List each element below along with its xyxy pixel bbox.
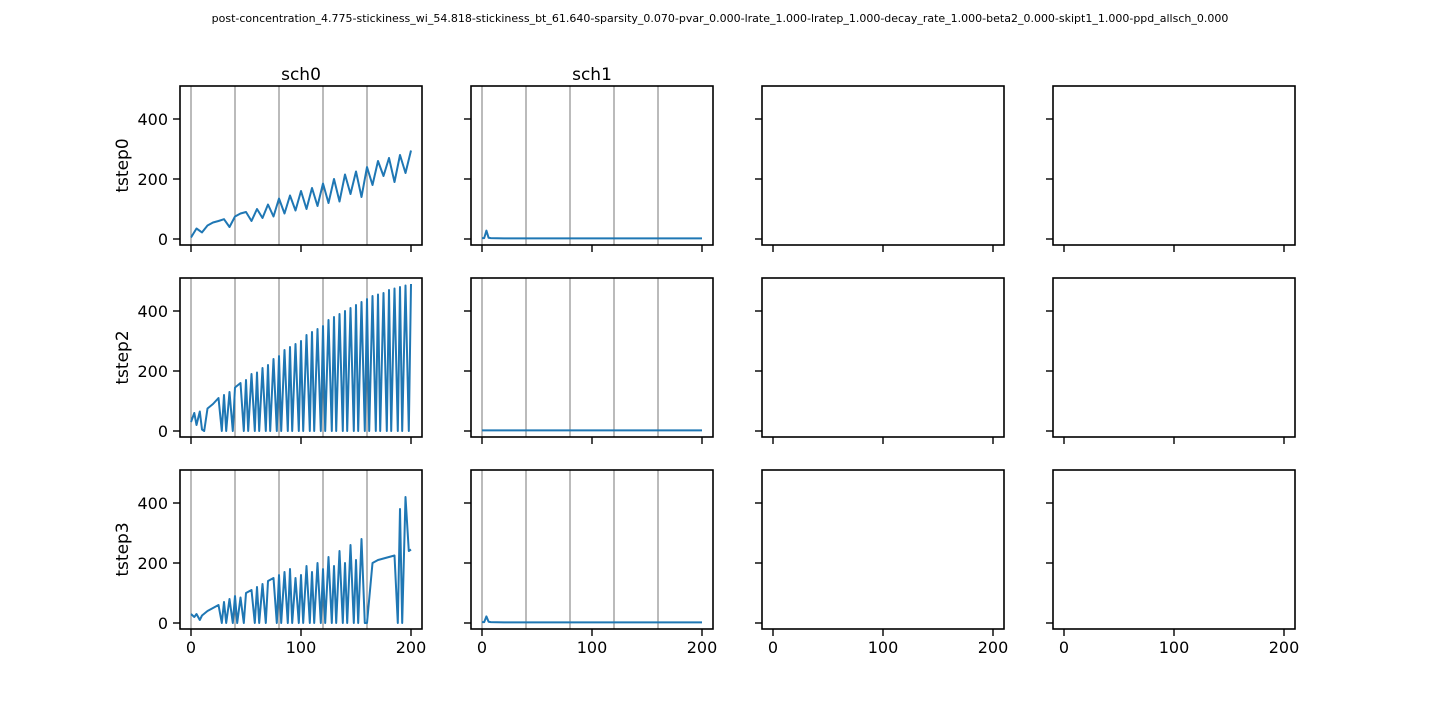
axes-frame	[1052, 85, 1296, 246]
column-title: sch0	[281, 65, 321, 85]
panel-tstep0-col1: sch1	[464, 65, 714, 252]
axes-frame	[761, 469, 1005, 630]
panel-tstep2-col3	[1046, 277, 1296, 444]
row-label: tstep3	[113, 522, 133, 576]
axes-frame	[1052, 469, 1296, 630]
column-title: sch1	[572, 65, 612, 85]
series-line	[482, 229, 702, 240]
y-tick-label: 0	[158, 614, 168, 633]
row-label: tstep2	[113, 330, 133, 384]
panel-tstep3-col3: 0 100 200	[1046, 469, 1300, 657]
panel-tstep2-col2	[755, 277, 1005, 444]
x-tick-label: 0	[768, 638, 778, 657]
series-line	[190, 150, 412, 239]
axes-frame	[470, 469, 714, 630]
panel-tstep2-col1	[464, 277, 714, 444]
y-tick-label: 400	[137, 302, 168, 321]
axes-frame	[470, 277, 714, 438]
y-tick-label: 200	[137, 170, 168, 189]
axes-frame	[470, 85, 714, 246]
x-tick-label: 100	[1159, 638, 1190, 657]
axes-frame	[761, 85, 1005, 246]
panel-tstep0-col3	[1046, 85, 1296, 252]
x-tick-label: 200	[978, 638, 1009, 657]
x-tick-label: 100	[577, 638, 608, 657]
x-tick-label: 0	[186, 638, 196, 657]
axes-frame	[1052, 277, 1296, 438]
y-tick-label: 400	[137, 110, 168, 129]
series-line	[190, 496, 412, 624]
panel-tstep3-col2: 0 100 200	[755, 469, 1009, 657]
panel-tstep0-col2	[755, 85, 1005, 252]
y-tick-label: 0	[158, 230, 168, 249]
x-tick-label: 100	[868, 638, 899, 657]
series-line	[482, 615, 702, 624]
x-tick-label: 100	[286, 638, 317, 657]
y-tick-label: 400	[137, 494, 168, 513]
x-tick-label: 200	[396, 638, 427, 657]
x-tick-label: 0	[1059, 638, 1069, 657]
x-tick-label: 0	[477, 638, 487, 657]
y-tick-label: 200	[137, 362, 168, 381]
axes-frame	[761, 277, 1005, 438]
figure-title: post-concentration_4.775-stickiness_wi_5…	[211, 12, 1229, 25]
y-tick-label: 200	[137, 554, 168, 573]
panel-tstep3-col1: 0 100 200	[464, 469, 718, 657]
x-tick-label: 200	[687, 638, 718, 657]
row-label: tstep0	[113, 138, 133, 192]
panel-tstep0-col0: 0 200 400 sch0 tstep0	[113, 65, 423, 252]
series-line	[190, 283, 412, 432]
x-tick-label: 200	[1269, 638, 1300, 657]
y-tick-label: 0	[158, 422, 168, 441]
